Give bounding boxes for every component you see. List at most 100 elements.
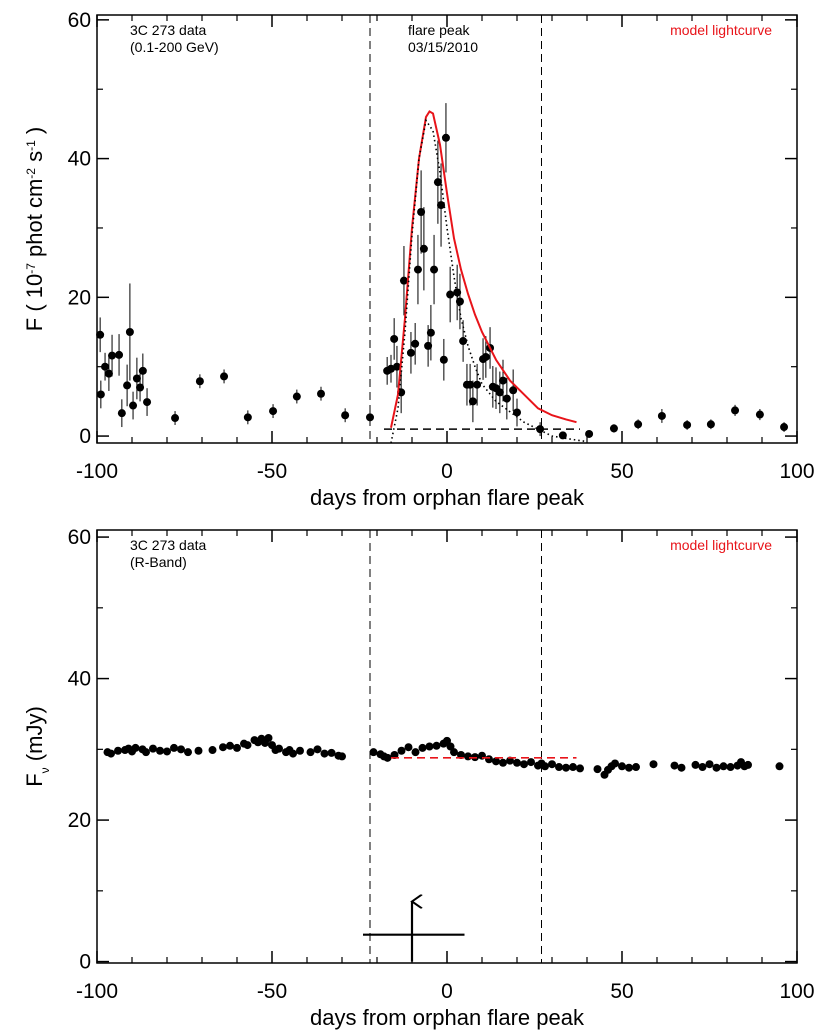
- data-point: [177, 745, 185, 754]
- data-point: [320, 749, 329, 758]
- data-point: [275, 744, 283, 753]
- data-point: [670, 761, 679, 770]
- data-point: [585, 429, 594, 438]
- data-point: [184, 748, 192, 757]
- data-point: [306, 748, 315, 757]
- data-point: [171, 414, 180, 423]
- data-point: [473, 380, 482, 389]
- data-point: [131, 743, 140, 752]
- data-point: [555, 763, 563, 772]
- data-point: [609, 424, 618, 433]
- data-point: [432, 741, 441, 750]
- x-tick-label: -100: [76, 980, 118, 1003]
- data-point: [464, 752, 472, 761]
- y-axis-label-part: phot cm: [22, 179, 47, 263]
- data-point: [136, 383, 145, 392]
- data-point: [107, 749, 115, 758]
- data-point: [625, 763, 633, 772]
- y-tick-label: 20: [68, 809, 91, 832]
- data-point: [383, 753, 392, 762]
- data-point: [117, 409, 126, 418]
- data-point: [439, 355, 448, 364]
- curve: [390, 118, 588, 444]
- annotation: 03/15/2010: [408, 39, 478, 55]
- data-point: [611, 759, 619, 768]
- data-point: [123, 381, 132, 390]
- data-point: [406, 348, 415, 357]
- y-tick-label: 20: [68, 286, 91, 309]
- data-point: [450, 748, 458, 757]
- data-point: [719, 762, 728, 771]
- data-point: [677, 763, 686, 772]
- data-point: [341, 411, 350, 420]
- data-point: [527, 758, 535, 767]
- legend-entry: model lightcurve: [670, 22, 772, 38]
- data-point: [226, 741, 234, 750]
- data-point: [397, 746, 406, 755]
- data-point: [455, 297, 464, 306]
- data-point: [426, 328, 435, 337]
- data-point: [457, 750, 465, 759]
- data-point: [115, 350, 124, 359]
- data-point: [459, 337, 468, 346]
- x-axis-label: days from orphan flare peak: [310, 1005, 585, 1030]
- data-point: [705, 760, 714, 769]
- data-point: [634, 420, 643, 429]
- data-point: [220, 372, 229, 381]
- data-point: [492, 757, 500, 766]
- data-point: [114, 746, 122, 755]
- data-point: [399, 276, 408, 285]
- data-point: [506, 756, 514, 765]
- data-point: [419, 244, 428, 253]
- y-axis-label-part: s: [22, 151, 47, 168]
- data-point: [513, 408, 521, 417]
- data-point: [289, 749, 297, 758]
- data-point: [101, 362, 110, 371]
- data-point: [96, 390, 105, 399]
- data-point: [562, 763, 570, 772]
- y-axis-label: F ( 10-7 phot cm-2 s-1 ): [22, 127, 47, 331]
- data-point: [404, 743, 413, 752]
- x-tick-label: -50: [257, 980, 287, 1003]
- data-point: [243, 413, 252, 422]
- y-axis-label-part: F: [22, 773, 47, 786]
- data-point: [125, 328, 134, 337]
- data-point: [129, 401, 138, 410]
- x-tick-label: 0: [441, 980, 453, 1003]
- data-point: [424, 341, 433, 350]
- y-tick-label: 40: [68, 148, 91, 171]
- data-point: [425, 742, 434, 751]
- data-point: [390, 750, 399, 759]
- data-point: [327, 748, 336, 757]
- data-point: [411, 748, 420, 757]
- data-point: [499, 376, 507, 385]
- data-point: [108, 351, 117, 360]
- y-axis-label-part: ν: [38, 767, 52, 773]
- data-point: [744, 760, 752, 769]
- annotation: 3C 273 data: [130, 537, 206, 553]
- data-point: [296, 746, 304, 755]
- data-point: [437, 201, 446, 210]
- y-axis-label-part: -7: [24, 263, 38, 274]
- data-point: [194, 746, 203, 755]
- data-point: [632, 763, 640, 772]
- data-point: [413, 265, 422, 274]
- y-axis-label: Fν (mJy): [22, 706, 52, 787]
- data-point: [576, 764, 584, 773]
- data-point: [390, 334, 399, 343]
- data-point: [195, 377, 204, 386]
- annotation: (R-Band): [130, 554, 187, 570]
- data-point: [485, 755, 493, 764]
- data-point: [441, 133, 450, 142]
- data-point: [775, 762, 784, 771]
- x-tick-label: 50: [610, 980, 633, 1003]
- data-point: [468, 397, 477, 406]
- panel: -100 -50 0 50 100 0 20 40 60 days from orphan fla…: [22, 9, 815, 510]
- annotation: 3C 273 data: [130, 22, 206, 38]
- y-tick-label: 0: [79, 425, 91, 448]
- data-point: [219, 743, 227, 752]
- annotation: (0.1-200 GeV): [130, 39, 219, 55]
- data-point: [149, 744, 157, 753]
